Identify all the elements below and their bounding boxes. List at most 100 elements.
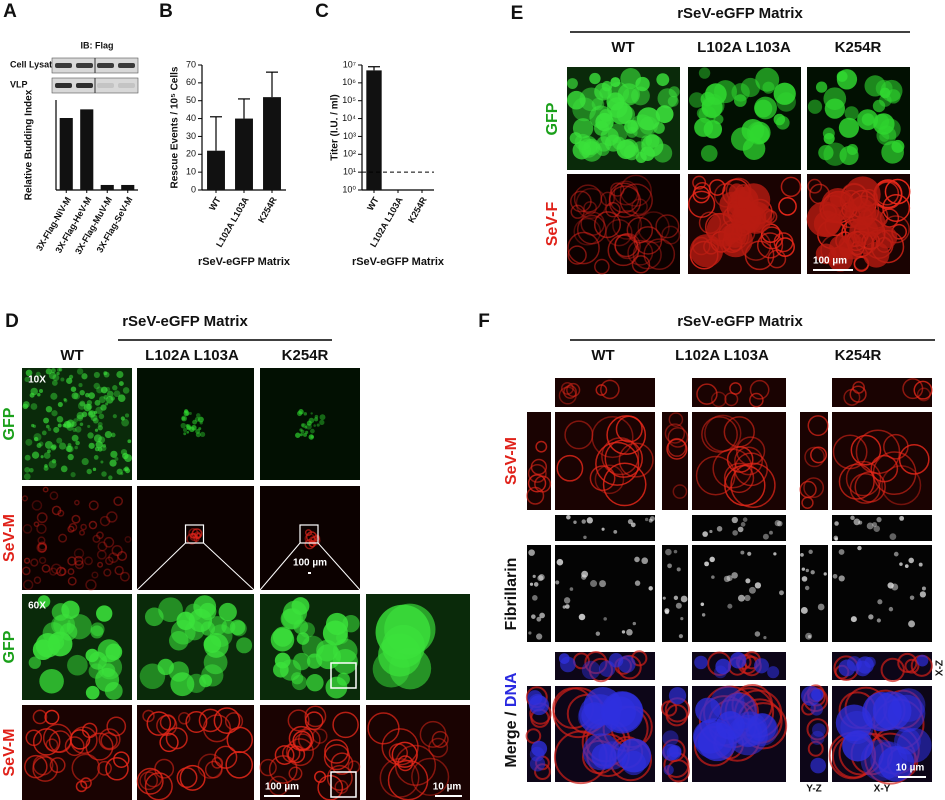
cell [573,184,603,213]
cell [799,480,817,499]
cell [70,472,76,478]
cell [527,464,547,483]
cell [883,433,909,460]
cell [299,428,303,432]
cell [680,617,684,621]
cell [97,561,104,568]
cell [75,440,80,446]
cell [142,709,155,723]
cell [729,382,742,395]
cell [773,552,777,556]
cell [197,753,223,779]
cell [645,133,660,148]
cell [626,216,654,244]
y-tick-label: 10⁷ [343,59,356,69]
cell [590,580,598,588]
cell [86,468,92,475]
cell [665,548,672,556]
cell [296,632,310,645]
cell [100,386,108,394]
cell [619,174,652,207]
cell [581,519,586,524]
cell [701,416,738,453]
cell [51,459,57,464]
cell [672,484,688,499]
cell [70,386,77,392]
cell [323,743,351,771]
cell [762,533,769,540]
cell [805,568,809,573]
cell [532,595,538,601]
cell [567,78,578,89]
cell [908,557,914,564]
cell [72,427,77,432]
cell [570,204,585,219]
cell [533,582,539,587]
cell [180,422,187,429]
cell [36,542,47,553]
cell [618,442,654,478]
cell [887,582,894,589]
cell [731,516,738,524]
cell [38,388,44,394]
panel-label: C [315,1,329,22]
cell [100,732,118,750]
cell [780,176,802,198]
cell [431,730,449,748]
cell [667,563,672,569]
cell [833,535,839,541]
cell [110,432,116,438]
cell [749,124,770,145]
cell [106,511,118,523]
cell [22,579,34,591]
cell [528,549,535,556]
cell [310,412,313,415]
cell [43,465,49,471]
cell [79,422,84,427]
cell [562,605,566,609]
cell [92,417,99,424]
cell [570,190,592,213]
cell [662,596,666,600]
panel-label: E [511,3,524,24]
cell [877,599,883,605]
cell [724,392,739,407]
x-tick-label: K254R [406,195,429,225]
blot-band [55,63,72,68]
cell [300,423,305,427]
cell [31,451,40,459]
cell [259,758,277,777]
micrograph [832,378,932,407]
cell [634,556,640,563]
cell [119,571,130,582]
cell [30,403,38,410]
cell [36,512,48,524]
cell [801,567,806,571]
cell [314,417,319,422]
cell [193,535,200,543]
cell [532,574,536,578]
zoom-box [184,524,205,544]
cell [88,500,99,511]
cell [114,456,119,461]
zoom-line [203,542,255,591]
cell [25,369,33,377]
cell [889,533,897,540]
cell [203,650,228,675]
cell [83,403,92,412]
y-axis-label: Relative Budding Index [24,89,35,200]
cell [93,382,101,390]
cell [63,398,68,403]
cell [214,745,238,769]
cell [700,145,718,162]
micrograph [692,545,786,642]
cell [582,733,620,771]
cell [823,87,847,111]
cell [85,392,90,398]
cell [729,652,747,669]
cell [90,414,98,422]
cell [560,381,574,395]
x-axis-label: rSeV-eGFP Matrix [352,256,445,268]
cell [608,185,642,218]
cell [664,608,670,614]
